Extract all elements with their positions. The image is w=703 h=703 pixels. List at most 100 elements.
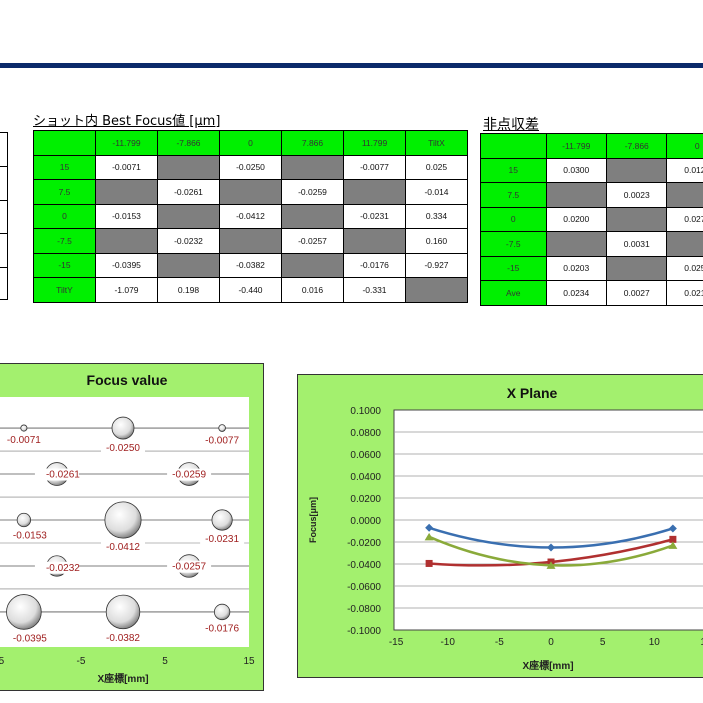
table-row: 15 -0.0071 -0.0250 -0.0077 0.025 [33,154,468,180]
table-cell [343,179,406,205]
table-cell [666,182,703,208]
data-label-bg [1,434,46,447]
table-row: TiltY -1.079 0.198 -0.440 0.016 -0.331 [33,277,468,303]
row-header: TiltY [33,277,96,303]
table-row: 150.0300 0.0124 [480,157,703,183]
y-axis-label: Focus[μm] [308,497,318,543]
data-label-bg [200,622,245,635]
x-tick-label: 5 [162,656,168,667]
table-cell: 0.025 [405,154,468,180]
data-label-bg [200,434,245,447]
column-header: -7.866 [605,133,668,159]
data-point [669,535,677,543]
column-header: 7.866 [281,130,344,156]
table-cell: -0.927 [405,252,468,278]
column-header: 0 [666,133,703,159]
table-cell: 0.016 [281,277,344,303]
table-cell [605,255,668,281]
table-cell: 0.0253 [666,255,703,281]
bubble [16,512,32,528]
table-cell [343,228,406,254]
x-tick-label: -15 [0,656,5,667]
table-cell: -0.0259 [281,179,344,205]
table-cell: -0.0077 [343,154,406,180]
table-cell [545,182,608,208]
bubble [20,424,28,432]
data-label: -0.0261 [46,470,80,481]
table-cell [219,228,282,254]
data-label: -0.0176 [205,624,239,635]
data-point [547,543,555,552]
column-header: -11.799 [95,130,158,156]
header-bar [0,63,703,68]
data-label: -0.0395 [13,633,47,644]
y-tick-label: -0.1000 [347,626,381,637]
table-cell: -0.440 [219,277,282,303]
focus-table: -11.799 -7.866 0 7.866 11.799 TiltX 15 -0.0071-… [33,130,468,303]
y-tick-label: 0.0800 [350,428,381,439]
astig-table-title: 非点収差 [483,117,539,133]
header-row: -11.799 -7.866 0 [480,133,703,159]
bubble [105,594,141,630]
y-tick-label: -0.0400 [347,560,381,571]
data-label-bg [167,468,212,481]
table-row: 00.0200 0.0275 [480,206,703,232]
table-cell: 0.0027 [605,280,668,306]
x-tick-label: 10 [649,637,661,648]
table-cell: 0.0275 [666,206,703,232]
data-label: -0.0071 [7,435,41,446]
table-cell: -0.0382 [219,252,282,278]
data-label-bg [1,529,46,542]
table-cell: 0.0124 [666,157,703,183]
data-label-bg [167,560,212,573]
row-header: -15 [480,255,547,281]
partial-table-row [0,233,8,267]
y-tick-label: 0.0200 [350,494,381,505]
data-label: -0.0382 [106,633,140,644]
table-cell [157,154,220,180]
table-cell: -0.0153 [95,203,158,229]
table-cell [95,179,158,205]
table-row: 0 -0.0153 -0.0412 -0.0231 0.334 [33,203,468,229]
row-header: -15 [33,252,96,278]
chart-title: Focus value [87,372,168,388]
column-header: 0 [219,130,282,156]
data-label: -0.0232 [46,563,80,574]
table-cell: -0.0231 [343,203,406,229]
row-header: 15 [480,157,547,183]
y-tick-label: 0.0600 [350,450,381,461]
data-point [425,559,433,567]
table-cell [281,154,344,180]
bubble [6,594,42,630]
partial-table [0,132,8,166]
column-header: 11.799 [343,130,406,156]
y-tick-label: -0.0600 [347,582,381,593]
table-cell [281,203,344,229]
data-label-bg [101,541,145,554]
table-cell: 0.0031 [605,231,668,257]
x-tick-label: -5 [77,656,86,667]
table-row: -7.5 -0.0232 -0.0257 0.160 [33,228,468,254]
data-label-bg [1,632,46,645]
x-tick-label: -15 [389,637,404,648]
row-header: 0 [480,206,547,232]
x-plane-chart: X Plane 0.1000 0.0800 0.0600 0.0400 0.0200 0.0… [297,374,703,678]
table-row: -15 -0.0395 -0.0382 -0.0176 -0.927 [33,252,468,278]
bubble [218,424,226,432]
data-label-bg [101,442,145,455]
table-cell: -0.0232 [157,228,220,254]
table-cell [219,179,282,205]
x-tick-label: 15 [243,656,255,667]
bubble [211,509,233,531]
table-cell: 0.0200 [545,206,608,232]
focus-value-chart: Focus value -0.0071 -0.0250 -0.0077 -0.0261 -… [0,363,264,691]
table-cell: -0.0257 [281,228,344,254]
y-tick-label: 0.0400 [350,472,381,483]
table-cell [666,231,703,257]
header-row: -11.799 -7.866 0 7.866 11.799 TiltX [33,130,468,156]
table-row: 7.5 0.0023 [480,182,703,208]
table-cell: -0.0412 [219,203,282,229]
row-header: 15 [33,154,96,180]
table-cell: 0.0217 [666,280,703,306]
